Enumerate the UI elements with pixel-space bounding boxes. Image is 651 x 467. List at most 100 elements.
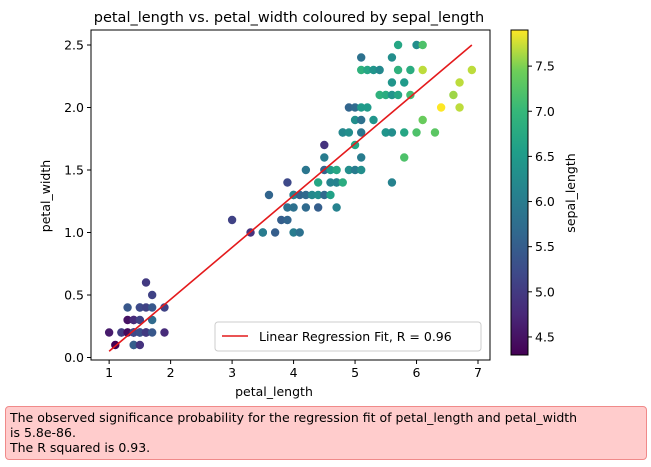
scatter-point-96 bbox=[387, 53, 397, 62]
regression-result-box: The observed significance probability fo… bbox=[5, 406, 647, 460]
y-tick-label: 0.0 bbox=[64, 350, 84, 365]
scatter-point-34 bbox=[227, 215, 237, 225]
regression-line bbox=[108, 44, 473, 352]
scatter-point-98 bbox=[387, 90, 397, 100]
scatter-point-115 bbox=[455, 78, 464, 87]
scatter-point-110 bbox=[418, 65, 427, 75]
scatter-point-77 bbox=[350, 115, 360, 125]
scatter-point-62 bbox=[326, 178, 335, 187]
scatter-point-65 bbox=[332, 203, 341, 212]
chart-title: petal_length vs. petal_width coloured by… bbox=[94, 10, 484, 26]
scatter-point-22 bbox=[135, 303, 145, 312]
x-tick-label: 7 bbox=[474, 365, 482, 380]
scatter-point-73 bbox=[344, 103, 354, 112]
result-line-r-squared: The R squared is 0.93. bbox=[10, 440, 151, 455]
scatter-point-69 bbox=[338, 178, 347, 187]
y-tick-label: 2.0 bbox=[64, 100, 84, 115]
colorbar-gradient bbox=[510, 29, 529, 356]
scatter-point-56 bbox=[313, 190, 323, 200]
scatter-point-14 bbox=[129, 328, 138, 337]
scatter-point-86 bbox=[363, 103, 372, 112]
scatter-point-109 bbox=[418, 115, 427, 125]
scatter-point-58 bbox=[320, 190, 329, 200]
scatter-point-53 bbox=[307, 190, 317, 200]
scatter-point-111 bbox=[418, 40, 427, 50]
y-tick-label: 0.5 bbox=[64, 288, 84, 303]
scatter-point-117 bbox=[467, 65, 477, 75]
scatter-point-28 bbox=[147, 303, 157, 312]
result-line-significance: The observed significance probability fo… bbox=[10, 410, 578, 425]
scatter-point-48 bbox=[295, 228, 304, 237]
scatter-point-40 bbox=[277, 215, 286, 225]
scatter-point-60 bbox=[320, 153, 329, 162]
scatter-point-103 bbox=[400, 78, 409, 87]
scatter-point-107 bbox=[412, 128, 421, 137]
result-line-p-value: is 5.8e-86. bbox=[10, 425, 76, 440]
scatter-point-42 bbox=[283, 203, 292, 212]
scatter-point-43 bbox=[283, 178, 292, 187]
x-tick-label: 2 bbox=[167, 365, 175, 380]
scatter-point-54 bbox=[313, 178, 323, 187]
y-axis-ticks: 0.0 0.5 1.0 1.5 2.0 2.5 bbox=[64, 38, 91, 365]
scatter-point-99 bbox=[393, 40, 403, 50]
scatter-point-3 bbox=[117, 328, 126, 337]
colorbar-tick-label: 5.5 bbox=[535, 239, 555, 254]
y-tick-label: 1.0 bbox=[64, 225, 84, 240]
scatter-point-93 bbox=[381, 128, 390, 137]
colorbar-tick-label: 4.5 bbox=[535, 329, 555, 344]
scatter-point-41 bbox=[283, 215, 292, 225]
scatter-point-29 bbox=[147, 315, 157, 325]
scatter-point-27 bbox=[141, 328, 151, 337]
regression-line-layer bbox=[108, 44, 473, 352]
scatter-point-50 bbox=[301, 190, 311, 200]
plot-area-frame bbox=[90, 29, 491, 361]
scatter-point-63 bbox=[326, 165, 335, 175]
scatter-point-88 bbox=[369, 65, 378, 75]
scatter-point-66 bbox=[332, 165, 341, 175]
x-tick-label: 6 bbox=[413, 365, 421, 380]
scatter-point-51 bbox=[301, 203, 311, 212]
scatter-point-13 bbox=[129, 315, 138, 325]
legend: Linear Regression Fit, R = 0.96 bbox=[214, 321, 482, 352]
scatter-point-15 bbox=[129, 340, 138, 350]
legend-box bbox=[214, 321, 482, 352]
scatter-point-25 bbox=[141, 303, 151, 312]
scatter-point-79 bbox=[357, 115, 366, 125]
colorbar-tick-label: 7.5 bbox=[535, 59, 555, 74]
scatter-point-94 bbox=[387, 178, 397, 187]
scatter-point-6 bbox=[123, 303, 132, 312]
legend-entry-regression: Linear Regression Fit, R = 0.96 bbox=[259, 329, 452, 344]
scatter-point-84 bbox=[357, 53, 366, 62]
scatter-point-80 bbox=[357, 103, 366, 112]
scatter-point-81 bbox=[357, 128, 366, 137]
scatter-point-32 bbox=[160, 328, 169, 337]
scatter-point-59 bbox=[320, 140, 329, 150]
scatter-point-83 bbox=[357, 65, 366, 75]
scatter-point-21 bbox=[135, 328, 145, 337]
scatter-point-39 bbox=[270, 228, 280, 237]
scatter-point-104 bbox=[400, 128, 409, 137]
scatter-point-85 bbox=[363, 65, 372, 75]
scatter-point-87 bbox=[369, 115, 378, 125]
scatter-point-30 bbox=[147, 328, 157, 337]
scatter-point-89 bbox=[375, 90, 384, 100]
scatter-point-55 bbox=[313, 203, 323, 212]
x-tick-label: 3 bbox=[228, 365, 236, 380]
scatter-point-116 bbox=[455, 103, 464, 112]
scatter-point-102 bbox=[400, 153, 409, 162]
scatter-chart: petal_length vs. petal_width coloured by… bbox=[38, 10, 578, 399]
scatter-point-37 bbox=[258, 228, 268, 237]
x-axis-ticks: 1 2 3 4 5 6 7 bbox=[105, 360, 482, 380]
scatter-point-31 bbox=[147, 290, 157, 300]
colorbar-tick-label: 5.0 bbox=[535, 284, 555, 299]
scatter-point-105 bbox=[406, 90, 415, 100]
y-tick-label: 1.5 bbox=[64, 163, 84, 178]
scatter-point-38 bbox=[264, 190, 274, 200]
scatter-point-24 bbox=[141, 278, 151, 287]
scatter-point-75 bbox=[350, 165, 360, 175]
scatter-point-67 bbox=[332, 178, 341, 187]
scatter-point-0 bbox=[104, 328, 114, 337]
colorbar-tick-label: 6.5 bbox=[535, 149, 555, 164]
scatter-point-82 bbox=[357, 165, 366, 175]
x-tick-label: 4 bbox=[290, 365, 298, 380]
